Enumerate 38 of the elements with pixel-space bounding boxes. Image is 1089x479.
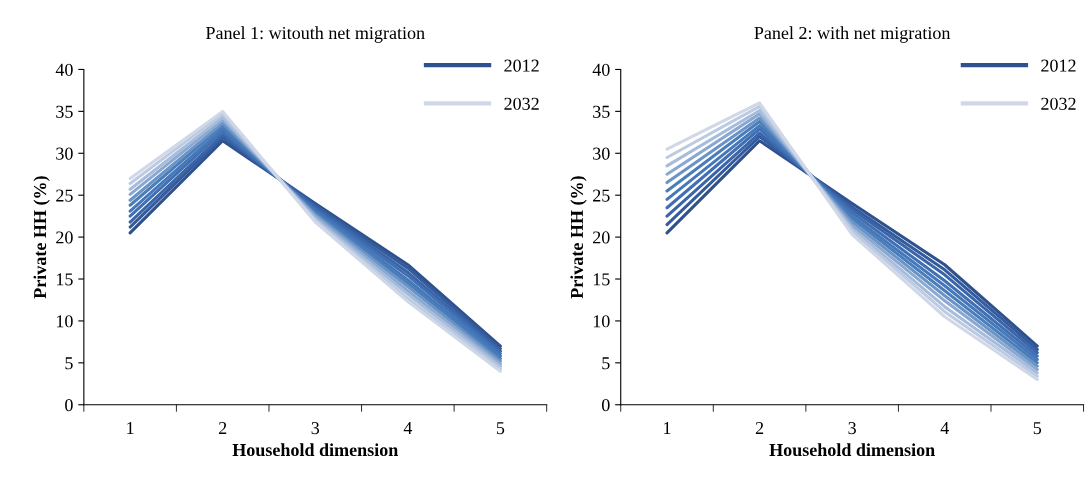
y-tick-label: 20 xyxy=(593,231,610,244)
y-axis-title: Private HH (%) xyxy=(570,176,587,299)
legend-label: 2012 xyxy=(1041,59,1076,72)
y-tick-label: 10 xyxy=(593,315,610,328)
y-tick-label: 35 xyxy=(56,105,73,118)
y-tick-label: 10 xyxy=(56,315,73,328)
y-tick-label: 40 xyxy=(55,63,73,76)
legend-label: 2032 xyxy=(504,97,539,110)
y-tick-label: 5 xyxy=(65,357,73,370)
y-tick-label: 25 xyxy=(593,189,610,202)
y-tick-label: 30 xyxy=(593,147,610,160)
x-tick-label: 4 xyxy=(403,422,413,434)
y-tick-label: 15 xyxy=(56,273,73,286)
x-tick-label: 1 xyxy=(664,422,671,434)
x-tick-label: 3 xyxy=(311,421,320,435)
legend-label: 2012 xyxy=(504,59,539,72)
legend-label: 2032 xyxy=(1041,97,1076,110)
y-tick-label: 20 xyxy=(56,231,73,244)
y-tick-label: 30 xyxy=(56,147,73,160)
x-tick-label: 5 xyxy=(1033,422,1042,435)
y-tick-label: 40 xyxy=(592,63,610,76)
y-axis-title: Private HH (%) xyxy=(33,176,50,299)
x-tick-label: 5 xyxy=(496,422,505,435)
y-tick-label: 0 xyxy=(65,399,73,412)
y-tick-label: 0 xyxy=(601,399,610,412)
x-tick-label: 4 xyxy=(940,422,949,434)
y-tick-label: 15 xyxy=(593,273,610,286)
y-tick-label: 5 xyxy=(602,357,610,370)
x-axis-title: Household dimension xyxy=(769,443,935,457)
x-tick-label: 2 xyxy=(218,421,227,434)
y-tick-label: 25 xyxy=(56,189,73,202)
x-tick-label: 3 xyxy=(848,421,856,435)
x-axis-title: Household dimension xyxy=(232,443,399,457)
y-tick-label: 35 xyxy=(593,105,610,118)
x-tick-label: 1 xyxy=(127,422,134,434)
chart-title: Panel 2: with net migration xyxy=(754,26,951,43)
chart-title: Panel 1: witouth net migration xyxy=(205,26,425,43)
x-tick-label: 2 xyxy=(755,421,764,434)
